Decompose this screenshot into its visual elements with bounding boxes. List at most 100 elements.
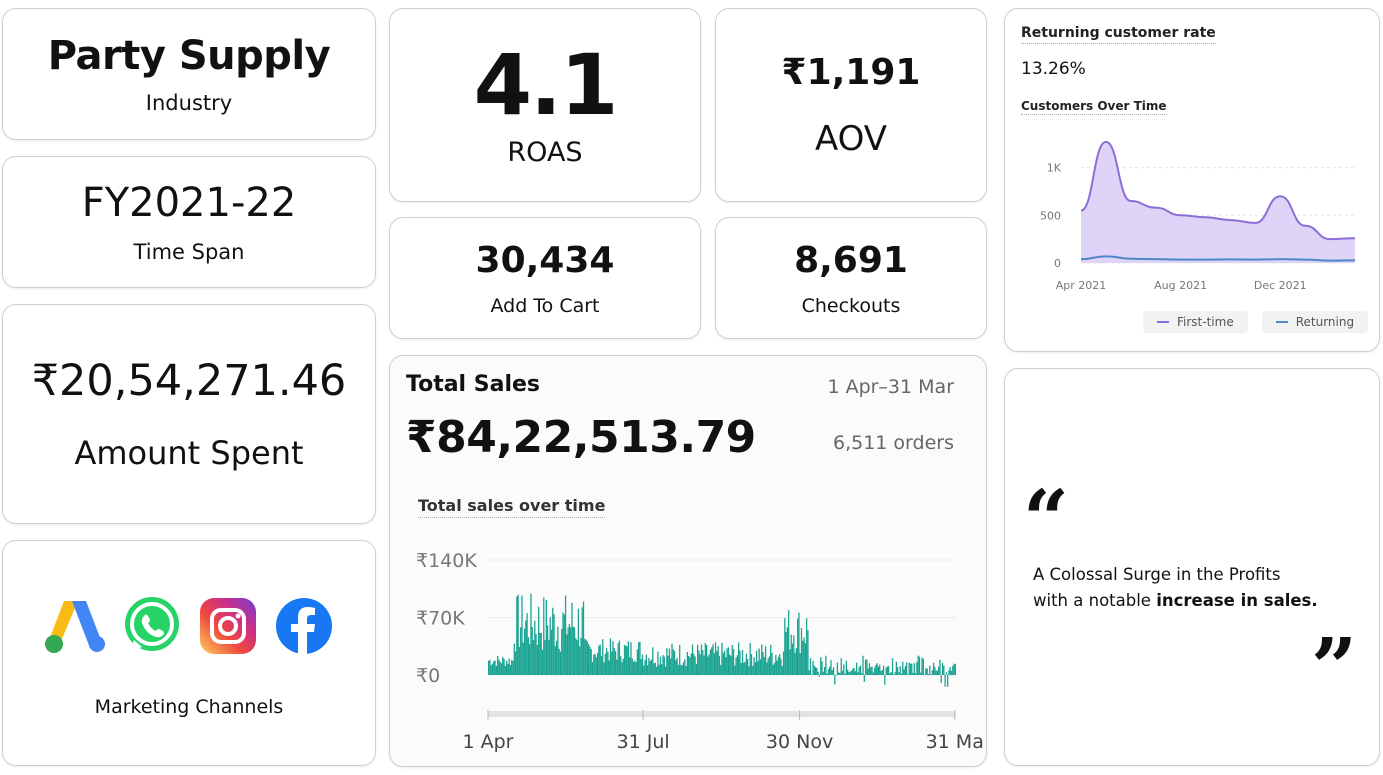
- sales-bar: [708, 654, 710, 675]
- sales-bar: [585, 639, 587, 675]
- sales-bar: [790, 634, 792, 675]
- sales-bar: [773, 662, 776, 675]
- sales-bar: [509, 664, 512, 675]
- sales-bar: [705, 644, 708, 675]
- sales-bar: [632, 661, 635, 675]
- sales-bar: [771, 652, 773, 675]
- sales-bar: [711, 647, 713, 675]
- sales-bar: [914, 673, 917, 675]
- sales-bar: [666, 648, 668, 675]
- sales-bar: [855, 662, 858, 675]
- sales-bar: [721, 642, 723, 675]
- sales-bar: [894, 672, 896, 675]
- sales-bar: [703, 655, 705, 675]
- sales-card: Total Sales 1 Apr–31 Mar ₹84,22,513.79 6…: [389, 355, 987, 767]
- sales-bar: [713, 653, 715, 675]
- sales-bar: [622, 658, 624, 675]
- sales-x-tick: 30 Nov: [766, 731, 833, 753]
- sales-bar: [550, 629, 553, 675]
- returning-card: Returning customer rate 13.26% Customers…: [1004, 8, 1380, 352]
- sales-bar: [849, 671, 851, 675]
- sales-bar: [650, 659, 653, 675]
- sales-bar: [786, 627, 789, 675]
- sales-bar: [505, 660, 508, 675]
- sales-bar: [731, 645, 733, 675]
- sales-bar: [911, 663, 913, 675]
- sales-bar: [767, 658, 769, 675]
- sales-bar: [757, 661, 759, 675]
- sales-bar: [893, 674, 895, 675]
- timespan-label: Time Span: [133, 240, 245, 264]
- sales-bar: [602, 639, 604, 675]
- sales-bar: [907, 674, 909, 675]
- sales-bar: [730, 655, 732, 675]
- sales-bar: [657, 651, 659, 675]
- sales-bar: [820, 657, 822, 675]
- sales-bar: [613, 648, 615, 675]
- sales-bar: [834, 675, 836, 685]
- sales-bar: [886, 666, 889, 675]
- sales-bar: [922, 658, 924, 675]
- sales-bar: [603, 662, 605, 675]
- sales-bar: [867, 668, 869, 675]
- sales-bar: [572, 626, 574, 675]
- sales-bar: [714, 642, 717, 675]
- sales-bar: [676, 657, 678, 675]
- sales-bar: [879, 664, 881, 675]
- sales-bar: [600, 656, 603, 675]
- sales-bar: [948, 670, 950, 675]
- sales-bar: [693, 653, 695, 675]
- quote-line2-plain: with a notable: [1033, 591, 1157, 610]
- sales-bar: [913, 663, 915, 675]
- sales-bar: [918, 656, 921, 675]
- sales-bar: [880, 671, 882, 675]
- returning-line: [1080, 255, 1356, 262]
- sales-bar: [753, 657, 755, 675]
- sales-bar: [620, 656, 622, 675]
- sales-bar: [689, 657, 691, 675]
- sales-bar: [696, 644, 699, 675]
- sales-bar: [844, 674, 846, 675]
- sales-bar: [518, 647, 521, 675]
- sales-bar: [916, 662, 918, 675]
- sales-bar: [857, 672, 859, 675]
- sales-bar: [871, 666, 873, 675]
- sales-bar: [725, 657, 727, 675]
- sales-bar: [941, 662, 944, 675]
- sales-bar: [629, 657, 631, 675]
- sales-bar: [494, 660, 496, 675]
- industry-value: Party Supply: [47, 33, 331, 79]
- sales-bar: [564, 595, 567, 675]
- sales-bar: [514, 651, 517, 675]
- sales-bar: [909, 663, 912, 675]
- aov-card: ₹1,191 AOV: [715, 8, 987, 202]
- checkouts-label: Checkouts: [801, 294, 901, 317]
- sales-bar: [640, 659, 642, 675]
- sales-bar: [794, 652, 796, 675]
- sales-bar: [538, 606, 540, 675]
- quote-close-icon: ”: [1311, 620, 1358, 714]
- sales-bar: [722, 653, 724, 675]
- sales-bar: [862, 655, 864, 675]
- customers-chart: 1K 500 0 Apr 2021 Aug 2021 Dec 2021: [1040, 140, 1356, 292]
- sales-bar: [511, 659, 513, 675]
- quote-open-icon: “: [1023, 472, 1070, 566]
- customers-chart-title: Customers Over Time: [1021, 99, 1167, 115]
- sales-bar: [688, 655, 690, 675]
- sales-bar: [680, 664, 682, 675]
- sales-bar: [795, 648, 798, 675]
- sales-bar: [936, 670, 939, 675]
- sales-bar: [516, 596, 518, 675]
- sales-bar: [681, 665, 683, 675]
- sales-bar: [952, 665, 954, 675]
- sales-bar: [780, 658, 782, 675]
- sales-bar: [535, 634, 537, 675]
- sales-bar: [557, 626, 559, 675]
- aov-label: AOV: [814, 118, 888, 159]
- sales-bar: [662, 655, 664, 675]
- spent-card: ₹20,54,271.46 Amount Spent: [2, 304, 376, 524]
- sales-bar: [805, 618, 808, 675]
- sales-bar: [782, 651, 785, 675]
- sales-bar: [684, 659, 686, 675]
- sales-bar: [712, 644, 714, 675]
